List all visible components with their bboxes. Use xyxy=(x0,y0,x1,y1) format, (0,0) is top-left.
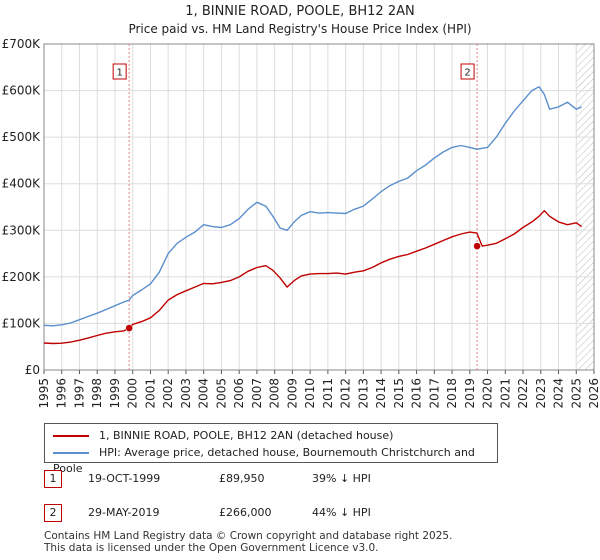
x-tick-label: 2002 xyxy=(161,378,175,409)
legend: 1, BINNIE ROAD, POOLE, BH12 2AN (detache… xyxy=(44,423,498,475)
x-tick-label: 2001 xyxy=(143,378,157,409)
x-tick-label: 2020 xyxy=(481,378,495,409)
x-tick-label: 2013 xyxy=(356,378,370,409)
sale-hpi-2: 44% ↓ HPI xyxy=(312,506,371,519)
x-tick-label: 2024 xyxy=(552,378,566,409)
y-tick-label: £200K xyxy=(2,270,42,284)
x-tick-label: 2011 xyxy=(321,378,335,409)
sale-chart-box-1 xyxy=(112,63,127,80)
x-tick-label: 1999 xyxy=(108,378,122,409)
footer-line-1: Contains HM Land Registry data © Crown c… xyxy=(44,530,453,542)
chart-subtitle: Price paid vs. HM Land Registry's House … xyxy=(128,22,471,36)
x-tick-label: 2014 xyxy=(374,378,388,409)
x-tick-label: 2017 xyxy=(427,378,441,409)
sale-chart-label-1: 1 xyxy=(116,68,122,79)
x-tick-label: 2021 xyxy=(498,378,512,409)
y-tick-label: £600K xyxy=(2,84,42,98)
sale-price-2: £266,000 xyxy=(219,506,272,519)
forecast-hatch xyxy=(576,44,594,370)
chart-title: 1, BINNIE ROAD, POOLE, BH12 2AN xyxy=(185,4,414,19)
sale-marker-1: 1 xyxy=(44,470,62,488)
sale-point-2 xyxy=(473,242,481,250)
legend-item-property: 1, BINNIE ROAD, POOLE, BH12 2AN (detache… xyxy=(53,428,393,444)
sale-chart-label-2: 2 xyxy=(464,68,470,79)
x-tick-label: 2023 xyxy=(534,378,548,409)
x-tick-label: 2026 xyxy=(587,378,600,409)
plot-frame xyxy=(43,43,595,371)
x-tick-label: 1995 xyxy=(37,378,51,409)
sale-date-2: 29-MAY-2019 xyxy=(88,506,160,519)
y-tick-label: £400K xyxy=(2,177,42,191)
x-tick-label: 2015 xyxy=(392,378,406,409)
x-tick-label: 2004 xyxy=(197,378,211,409)
footer-line-2: This data is licensed under the Open Gov… xyxy=(44,542,379,554)
hpi-series-line xyxy=(43,86,582,327)
sale-point-1 xyxy=(125,324,133,332)
x-tick-label: 2025 xyxy=(569,378,583,409)
legend-label-property: 1, BINNIE ROAD, POOLE, BH12 2AN (detache… xyxy=(99,429,394,442)
x-tick-label: 2000 xyxy=(126,378,140,409)
x-tick-label: 2019 xyxy=(463,378,477,409)
y-tick-label: £100K xyxy=(2,316,42,330)
plot-area xyxy=(44,44,594,370)
x-tick-label: 2007 xyxy=(250,378,264,409)
x-tick-label: 1998 xyxy=(90,378,104,409)
x-tick-label: 1996 xyxy=(55,378,69,409)
legend-swatch-hpi xyxy=(53,452,89,454)
y-tick-label: £300K xyxy=(2,223,42,237)
sale-row-1: 1 19-OCT-1999 £89,950 39% ↓ HPI xyxy=(44,470,464,490)
y-tick-label: £500K xyxy=(2,130,42,144)
x-tick-label: 2006 xyxy=(232,378,246,409)
x-tick-label: 1997 xyxy=(72,378,86,409)
x-tick-label: 2010 xyxy=(303,378,317,409)
sale-hpi-1: 39% ↓ HPI xyxy=(312,472,371,485)
legend-item-hpi: HPI: Average price, detached house, Bour… xyxy=(53,445,497,475)
legend-swatch-property xyxy=(53,435,89,437)
x-tick-label: 2005 xyxy=(214,378,228,409)
x-tick-label: 2012 xyxy=(339,378,353,409)
footer: Contains HM Land Registry data © Crown c… xyxy=(44,530,564,554)
sale-date-1: 19-OCT-1999 xyxy=(88,472,161,485)
sale-marker-2: 2 xyxy=(44,504,62,522)
sale-row-2: 2 29-MAY-2019 £266,000 44% ↓ HPI xyxy=(44,504,464,524)
x-tick-label: 2008 xyxy=(268,378,282,409)
x-tick-label: 2003 xyxy=(179,378,193,409)
sale-chart-box-2 xyxy=(460,63,475,80)
y-tick-label: £0 xyxy=(25,363,40,377)
x-tick-label: 2009 xyxy=(285,378,299,409)
y-tick-label: £700K xyxy=(2,37,42,51)
property-series-line xyxy=(43,209,583,345)
x-tick-label: 2016 xyxy=(410,378,424,409)
price-chart: 1, BINNIE ROAD, POOLE, BH12 2AN Price pa… xyxy=(2,4,600,409)
x-tick-label: 2018 xyxy=(445,378,459,409)
x-tick-label: 2022 xyxy=(516,378,530,409)
sale-price-1: £89,950 xyxy=(219,472,265,485)
